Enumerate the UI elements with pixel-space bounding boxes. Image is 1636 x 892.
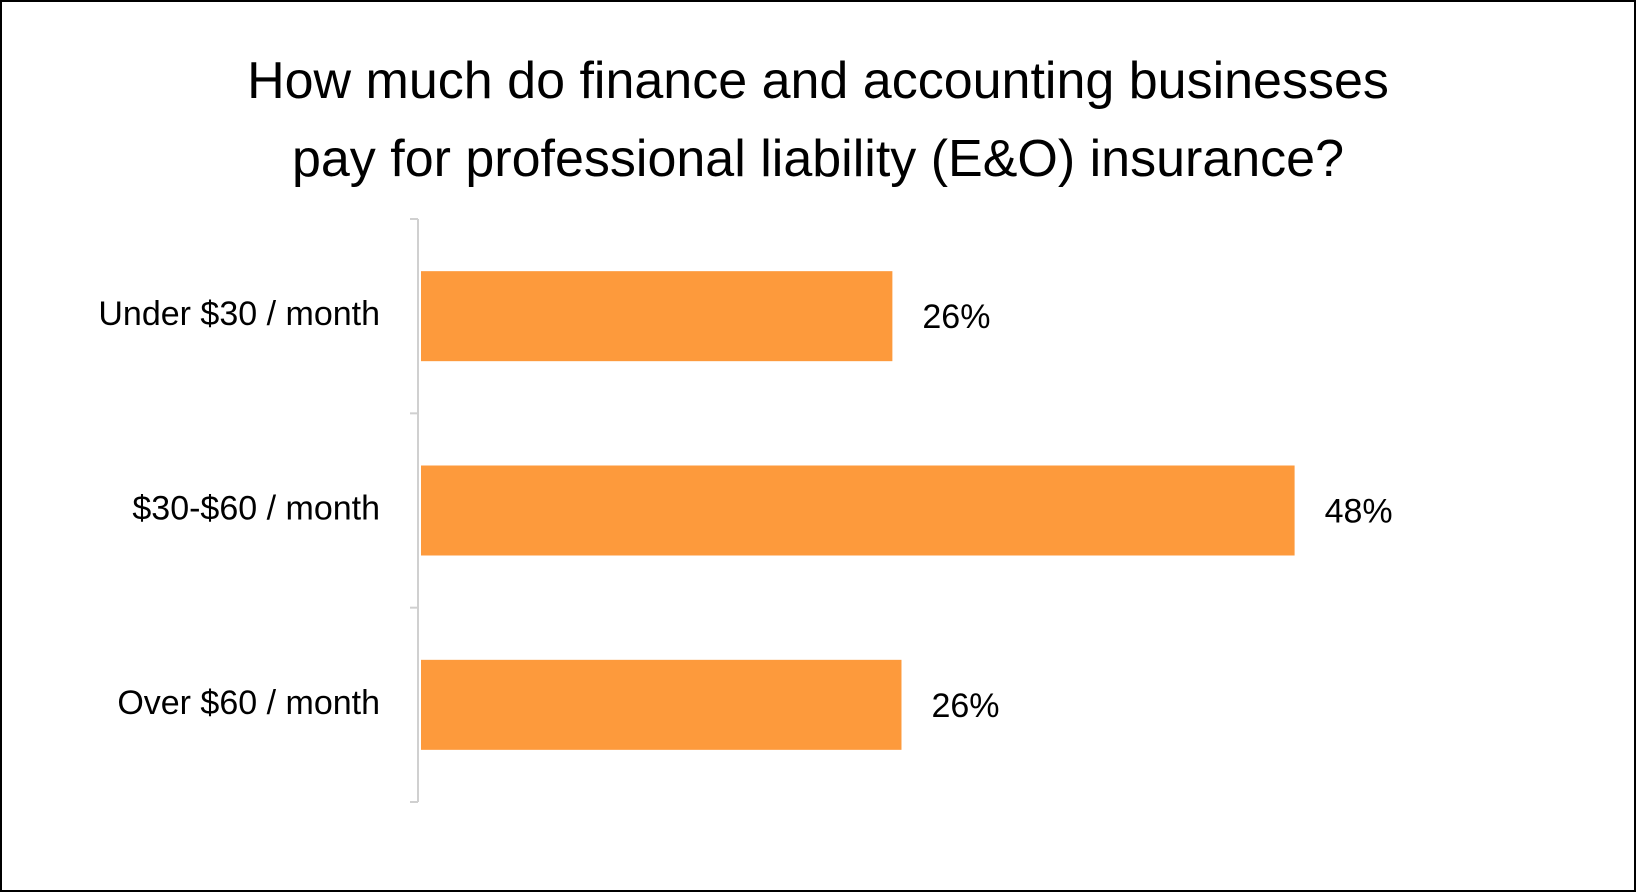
category-label: $30-$60 / month (132, 489, 380, 527)
bar (421, 271, 893, 362)
bar (421, 659, 902, 750)
value-label: 26% (931, 687, 999, 725)
category-label: Over $60 / month (117, 684, 380, 722)
value-label: 48% (1325, 492, 1393, 530)
bar (421, 465, 1295, 556)
category-label: Under $30 / month (98, 295, 380, 333)
chart-title: How much do finance and accounting busin… (247, 52, 1389, 188)
value-label: 26% (922, 298, 990, 336)
